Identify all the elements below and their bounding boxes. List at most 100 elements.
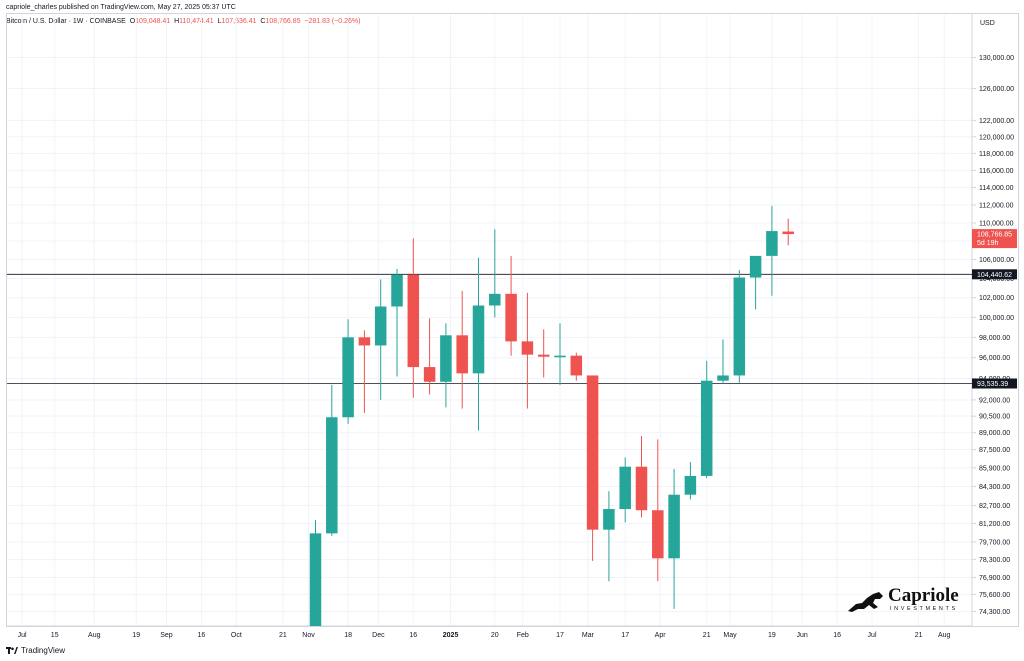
candle-body [391, 274, 403, 307]
time-tick-label: 16 [833, 632, 841, 639]
candle [521, 292, 534, 409]
candle-body [749, 255, 762, 278]
candle [603, 491, 615, 582]
candle-body [554, 355, 566, 358]
candle [391, 269, 403, 377]
candle [326, 384, 338, 536]
candle-body [489, 293, 501, 306]
candle [423, 318, 436, 395]
candle [456, 290, 468, 409]
time-tick-label: 17 [556, 632, 564, 639]
time-tick-label: 17 [621, 632, 629, 639]
published-line: capriole_charles published on TradingVie… [6, 4, 236, 11]
time-tick-label: 21 [279, 632, 287, 639]
time-tick-label: Jun [797, 632, 808, 639]
candle [407, 238, 420, 398]
tradingview-brand[interactable]: TradingView [6, 646, 65, 655]
price-tick-label: 102,000.00 [979, 295, 1014, 302]
price-tick-label: 74,300.00 [979, 609, 1010, 616]
candle-body [586, 375, 599, 530]
candle [489, 229, 501, 318]
time-tick-label: 2025 [443, 632, 459, 639]
price-tick-label: 75,600.00 [979, 592, 1010, 599]
candle [342, 319, 354, 424]
price-tick-label: 89,000.00 [979, 430, 1010, 437]
candle [570, 352, 583, 381]
change-value: −281.83 (−0.26%) [304, 18, 361, 25]
candle-body [505, 293, 517, 342]
candle [652, 439, 664, 582]
candle [554, 323, 566, 385]
candle [668, 468, 680, 609]
time-tick-label: 16 [409, 632, 417, 639]
time-tick-label: 21 [703, 632, 711, 639]
price-tick-label: 76,900.00 [979, 575, 1010, 582]
price-tick-label: 122,000.00 [979, 118, 1014, 125]
high-value: 110,474.41 [179, 18, 214, 25]
candle [586, 375, 599, 561]
capriole-logo-text: Capriole [888, 585, 959, 606]
candle [374, 279, 387, 400]
time-tick-label: Nov [302, 632, 315, 639]
price-tick-label: 110,000.00 [979, 220, 1014, 227]
candle [472, 257, 485, 431]
candle-body [456, 335, 468, 374]
time-tick-label: Aug [938, 632, 951, 639]
level-price-label: 93,535.39 [977, 381, 1008, 388]
candle-body [603, 509, 615, 530]
candle-body [472, 305, 485, 374]
high-label: H [174, 18, 180, 25]
price-tick-label: 85,900.00 [979, 465, 1010, 472]
candle [717, 339, 729, 384]
candle [537, 329, 550, 378]
time-tick-label: Jul [868, 632, 877, 639]
price-tick-label: 114,000.00 [979, 185, 1014, 192]
candle [358, 330, 371, 413]
price-tick-label: 84,300.00 [979, 484, 1010, 491]
candle-body [440, 335, 452, 382]
time-tick-label: Sep [160, 632, 173, 639]
time-tick-label: Dec [372, 632, 385, 639]
time-tick-label: 16 [198, 632, 206, 639]
price-tick-label: 116,000.00 [979, 168, 1014, 175]
symbol-name: Bitcoin / U.S. Dollar · 1W · COINBASE [6, 18, 126, 25]
last-price-label: 108,766.85 [977, 232, 1012, 239]
candle-body [766, 231, 778, 256]
price-axis-currency: USD [980, 20, 995, 27]
candle-body [717, 375, 729, 381]
price-tick-label: 87,500.00 [979, 447, 1010, 454]
time-tick-label: 21 [915, 632, 923, 639]
candle [733, 269, 746, 383]
candle-body [342, 337, 354, 418]
price-tick-label: 118,000.00 [979, 151, 1014, 158]
time-tick-label: 18 [344, 632, 352, 639]
price-tick-label: 100,000.00 [979, 315, 1014, 322]
candle [684, 462, 697, 500]
candle [309, 519, 322, 626]
candle-body [652, 510, 664, 559]
candle-body [668, 494, 680, 559]
candle-body [309, 533, 322, 626]
candle-body [635, 466, 648, 511]
candle-body [407, 274, 420, 368]
price-tick-label: 98,000.00 [979, 335, 1010, 342]
time-tick-label: Jul [18, 632, 27, 639]
price-tick-label: 81,200.00 [979, 521, 1010, 528]
price-tick-label: 120,000.00 [979, 134, 1014, 141]
time-tick-label: 15 [51, 632, 59, 639]
level-price-tag [972, 378, 1017, 389]
tradingview-logo-icon [6, 646, 18, 654]
last-price-tag [972, 229, 1017, 249]
candle [749, 255, 762, 310]
time-tick-label: 19 [132, 632, 140, 639]
close-label: C [260, 18, 266, 25]
price-tick-label: 78,300.00 [979, 557, 1010, 564]
candle-body [733, 277, 746, 376]
candle-body [358, 337, 371, 346]
time-tick-label: 19 [768, 632, 776, 639]
last-price-countdown: 5d 19h [977, 240, 999, 247]
time-tick-label: Feb [517, 632, 529, 639]
candle-body [374, 306, 387, 346]
candle [505, 255, 517, 356]
